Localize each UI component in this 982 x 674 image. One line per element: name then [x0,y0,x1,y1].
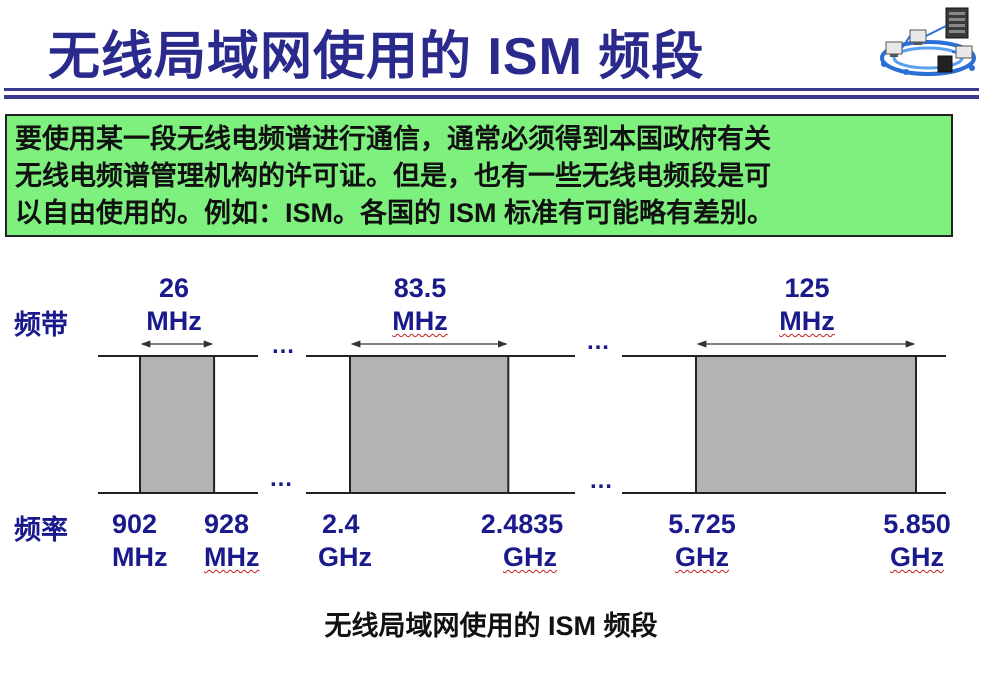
band-width-value: 125 [784,273,830,303]
freq-value: 5.725 [668,509,736,539]
ellipsis-top-2: … [586,328,610,355]
freq-value: 902 [112,509,158,539]
freq-value: 2.4835 [480,509,564,539]
band-width-unit: MHz [146,306,202,336]
intro-text-box: 要使用某一段无线电频谱进行通信，通常必须得到本国政府有关 无线电频谱管理机构的许… [5,114,953,237]
freq-label-2-4: 2.4 GHz [318,508,372,574]
freq-value: 5.850 [883,509,951,539]
freq-label-2-4835: 2.4835 GHz [472,508,572,574]
intro-line: 要使用某一段无线电频谱进行通信，通常必须得到本国政府有关 [15,124,771,154]
ellipsis-bottom-2: … [589,467,613,494]
freq-unit: GHz [890,542,944,572]
freq-unit: GHz [675,542,729,572]
band-block [349,355,510,494]
figure-caption: 无线局域网使用的 ISM 频段 [324,611,658,641]
band-block [695,355,917,494]
freq-value: 928 [204,509,250,539]
ellipsis-top-1: … [271,332,295,359]
freq-value: 2.4 [322,509,360,539]
band-width-label-3: 125 MHz [766,272,848,338]
freq-label-902: 902 MHz [112,508,168,574]
freq-unit: MHz [112,542,168,572]
ellipsis-bottom-1: … [269,465,293,492]
freq-label-928: 928 MHz [204,508,260,574]
band-block [139,355,216,494]
band-width-unit: MHz [779,306,835,336]
intro-line: 无线电频谱管理机构的许可证。但是，也有一些无线电频段是可 [15,161,771,191]
band-width-unit: MHz [392,306,448,336]
title-divider-thin [4,88,979,91]
band-label: 频带 [14,310,68,340]
freq-label-5-850: 5.850 GHz [876,508,958,574]
freq-unit: MHz [204,542,260,572]
band-width-label-2: 83.5 MHz [378,272,462,338]
network-devices-icon [880,7,976,76]
intro-line: 以自由使用的。例如：ISM。各国的 ISM 标准有可能略有差别。 [15,198,775,228]
band-width-value: 83.5 [393,273,447,303]
freq-label-5-725: 5.725 GHz [660,508,744,574]
freq-unit: GHz [318,542,372,572]
title-divider-thick [4,95,979,99]
page-title: 无线局域网使用的 ISM 频段 [48,28,705,86]
freq-unit: GHz [503,542,557,572]
frequency-label: 频率 [14,515,68,545]
band-width-value: 26 [158,273,190,303]
band-width-label-1: 26 MHz [134,272,214,338]
